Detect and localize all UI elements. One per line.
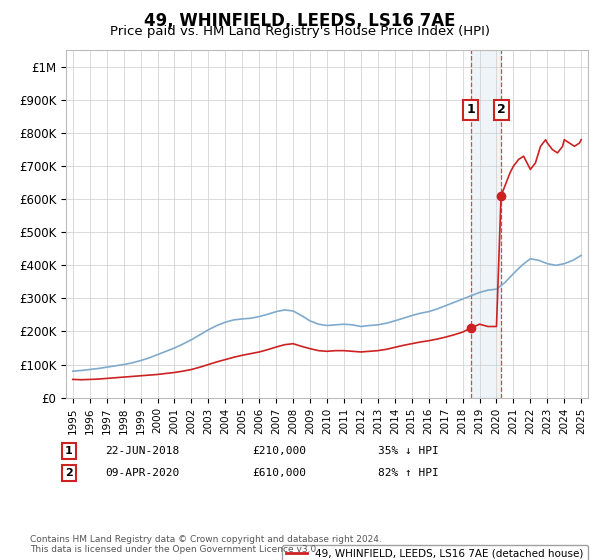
Text: 1: 1 — [466, 104, 475, 116]
Text: £210,000: £210,000 — [252, 446, 306, 456]
Text: Contains HM Land Registry data © Crown copyright and database right 2024.
This d: Contains HM Land Registry data © Crown c… — [30, 535, 382, 554]
Text: 49, WHINFIELD, LEEDS, LS16 7AE: 49, WHINFIELD, LEEDS, LS16 7AE — [144, 12, 456, 30]
Text: 09-APR-2020: 09-APR-2020 — [105, 468, 179, 478]
Text: 22-JUN-2018: 22-JUN-2018 — [105, 446, 179, 456]
Text: Price paid vs. HM Land Registry's House Price Index (HPI): Price paid vs. HM Land Registry's House … — [110, 25, 490, 38]
Text: 82% ↑ HPI: 82% ↑ HPI — [378, 468, 439, 478]
Legend: 49, WHINFIELD, LEEDS, LS16 7AE (detached house), HPI: Average price, detached ho: 49, WHINFIELD, LEEDS, LS16 7AE (detached… — [282, 545, 588, 560]
Text: 2: 2 — [65, 468, 73, 478]
Text: £610,000: £610,000 — [252, 468, 306, 478]
Text: 2: 2 — [497, 104, 505, 116]
Text: 35% ↓ HPI: 35% ↓ HPI — [378, 446, 439, 456]
Bar — [470, 50, 501, 398]
Text: 1: 1 — [65, 446, 73, 456]
